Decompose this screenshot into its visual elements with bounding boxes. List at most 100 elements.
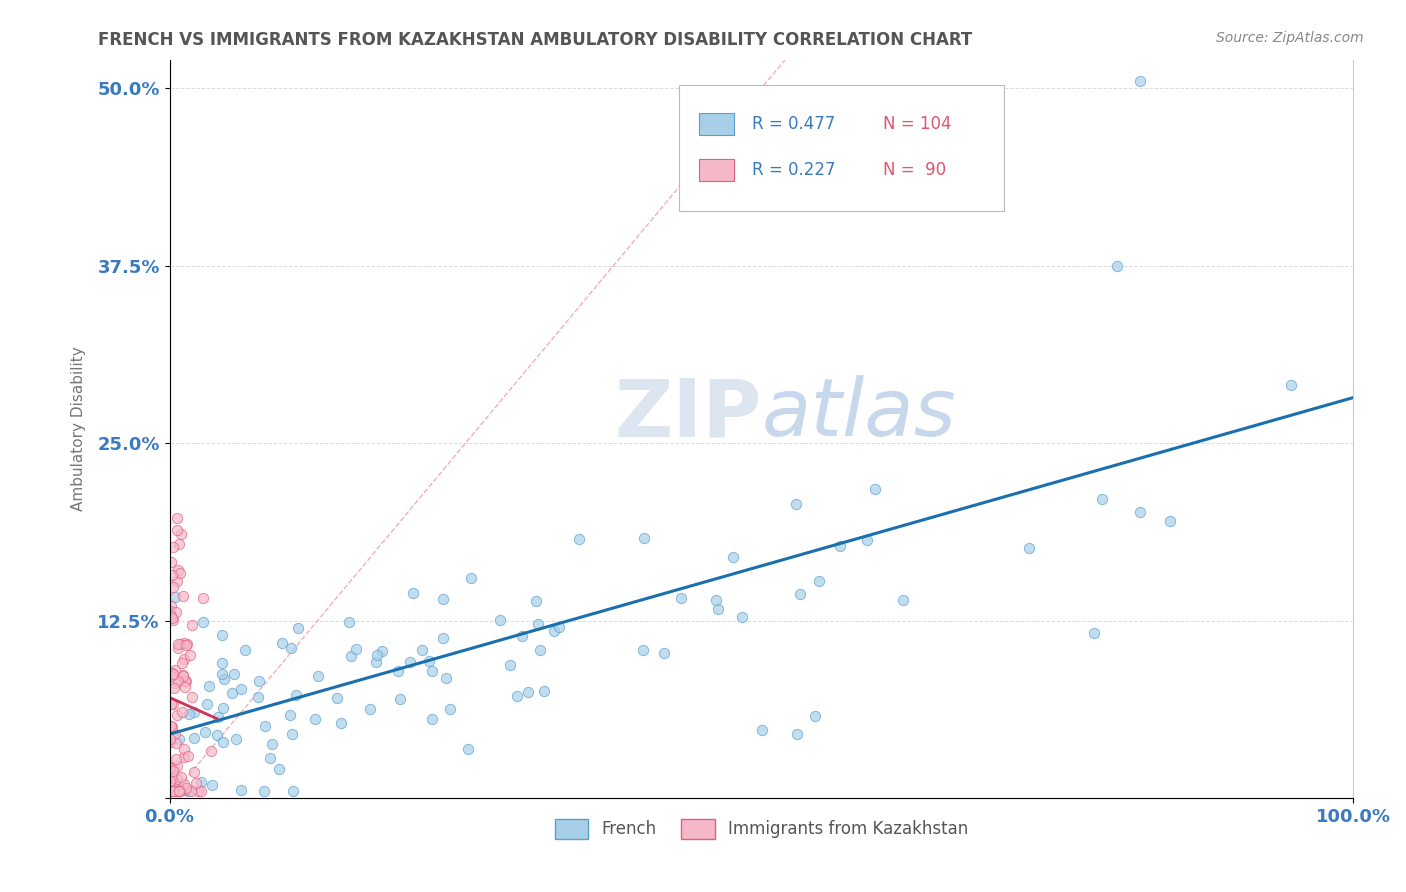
Point	[169, 566, 191, 580]
Text: N = 104: N = 104	[883, 115, 952, 133]
Point	[1129, 505, 1152, 519]
Point	[173, 652, 195, 666]
Point	[247, 690, 270, 705]
Point	[457, 741, 479, 756]
Point	[568, 532, 591, 546]
Point	[173, 742, 195, 756]
Point	[267, 762, 290, 776]
Point	[359, 702, 381, 716]
Point	[533, 684, 555, 698]
Point	[169, 637, 191, 651]
Point	[855, 533, 877, 548]
Point	[174, 680, 197, 694]
Point	[162, 762, 184, 776]
Point	[174, 674, 197, 689]
Point	[420, 712, 443, 726]
Point	[863, 482, 886, 496]
Y-axis label: Ambulatory Disability: Ambulatory Disability	[72, 346, 86, 511]
Point	[163, 784, 186, 798]
Point	[183, 764, 205, 779]
Point	[344, 642, 367, 657]
Point	[160, 720, 183, 734]
Point	[167, 784, 190, 798]
Point	[165, 735, 187, 749]
Point	[169, 784, 191, 798]
Point	[280, 727, 302, 741]
Point	[176, 637, 198, 651]
Point	[337, 615, 360, 630]
Point	[330, 716, 353, 731]
Point	[162, 613, 184, 627]
Point	[167, 537, 190, 551]
Point	[235, 643, 257, 657]
Point	[172, 669, 194, 683]
Point	[160, 608, 183, 623]
Point	[183, 731, 205, 745]
Point	[253, 718, 276, 732]
Point	[631, 643, 654, 657]
Point	[160, 697, 183, 711]
Point	[1083, 625, 1105, 640]
Point	[548, 620, 571, 634]
FancyBboxPatch shape	[699, 160, 734, 181]
Point	[828, 539, 851, 553]
Point	[191, 591, 214, 606]
Point	[174, 782, 197, 797]
Point	[721, 549, 744, 564]
Point	[506, 689, 529, 703]
Point	[231, 782, 253, 797]
Point	[283, 784, 305, 798]
Point	[704, 592, 727, 607]
Point	[162, 784, 184, 798]
Point	[194, 725, 217, 739]
Point	[181, 617, 204, 632]
Point	[165, 663, 187, 677]
Point	[159, 776, 181, 790]
Point	[543, 624, 565, 639]
Point	[159, 604, 181, 618]
Point	[498, 658, 520, 673]
Point	[221, 686, 243, 700]
Point	[366, 648, 388, 662]
Point	[326, 690, 349, 705]
Point	[180, 784, 202, 798]
Point	[225, 732, 247, 747]
Point	[1159, 514, 1181, 528]
Point	[418, 654, 440, 668]
Point	[786, 727, 808, 741]
Legend: French, Immigrants from Kazakhstan: French, Immigrants from Kazakhstan	[548, 813, 974, 846]
Point	[304, 712, 326, 726]
Point	[159, 669, 181, 683]
Point	[201, 778, 224, 792]
Point	[177, 784, 200, 798]
Point	[399, 655, 422, 669]
Point	[173, 750, 195, 764]
Point	[436, 671, 458, 685]
Point	[159, 761, 181, 775]
Point	[671, 591, 693, 605]
Point	[159, 735, 181, 749]
Point	[212, 734, 235, 748]
Point	[789, 586, 811, 600]
Point	[633, 531, 655, 545]
Point	[166, 708, 188, 723]
Point	[287, 621, 309, 635]
Point	[1129, 74, 1152, 88]
Point	[253, 784, 276, 798]
Point	[165, 784, 187, 798]
Point	[167, 637, 190, 651]
Point	[167, 731, 190, 746]
Point	[159, 784, 181, 798]
Point	[183, 706, 205, 720]
Point	[460, 571, 482, 585]
Point	[179, 648, 201, 662]
Point	[212, 701, 235, 715]
Point	[162, 666, 184, 681]
Point	[211, 657, 233, 671]
Text: R = 0.477: R = 0.477	[752, 115, 835, 133]
Point	[211, 627, 233, 641]
Point	[162, 611, 184, 625]
Point	[1091, 491, 1114, 506]
Point	[815, 194, 838, 209]
Point	[260, 737, 283, 751]
